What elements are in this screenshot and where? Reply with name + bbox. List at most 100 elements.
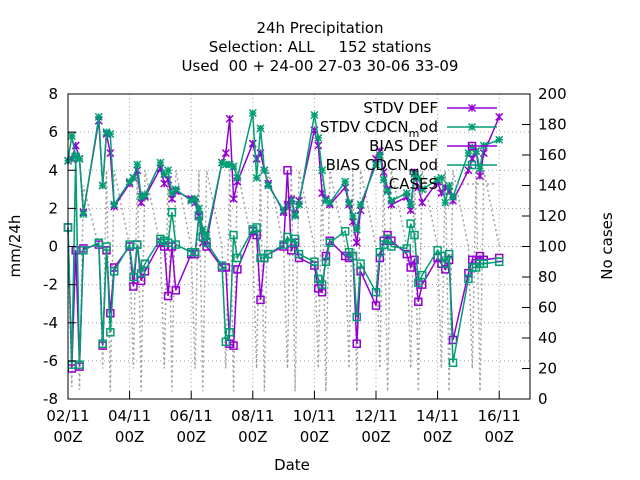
data-point [448,358,458,368]
data-point [348,251,358,261]
data-point [98,181,107,190]
data-point [198,225,207,234]
data-point [479,259,489,268]
x-tick-label-date: 14/11 [416,407,459,425]
data-point [283,166,292,175]
data-point [171,240,181,249]
legend-label: CASES [389,175,438,193]
x-tick-label-hour: 00Z [300,428,329,446]
data-point [325,198,334,207]
data-point [475,171,484,180]
data-point [352,238,361,247]
data-point [221,149,230,158]
x-axis-ticks: 02/11 00Z 04/11 00Z 06/11 00Z 08/11 00Z 10/11 00Z… [46,391,521,446]
x-tick-label-date: 02/11 [46,407,89,425]
data-point [283,202,292,211]
data-point [279,206,288,215]
y2-axis-ticks: 0 20 40 60 80 100 120 140 160 180 200 [522,85,567,408]
data-point [410,170,419,179]
y-tick-label: -4 [43,314,58,332]
x-tick-label-hour: 00Z [53,428,82,446]
chart-title-line-1: 24h Precipitation [256,19,383,37]
y2-tick-label: 0 [538,390,548,408]
data-point [406,219,415,228]
data-point [191,194,200,203]
data-point [472,147,481,156]
data-point [202,238,211,247]
x-tick-label-date: 12/11 [354,407,397,425]
data-point [137,192,146,201]
data-point [410,255,419,265]
data-point [229,230,238,240]
series-line [67,156,500,365]
data-point [294,200,304,209]
x-axis-label: Date [274,456,310,474]
legend-marker [467,160,477,170]
data-point [387,196,396,205]
y-tick-label: 4 [48,161,58,179]
data-point [379,168,388,177]
x-tick-label-date: 06/11 [170,407,213,425]
data-point [264,181,273,190]
data-point [102,128,111,137]
legend-marker [467,122,477,132]
x-tick-label-hour: 00Z [423,428,452,446]
data-point [133,160,142,169]
series-bias-def [63,166,504,373]
data-point [217,261,227,270]
chart-title-line-3: Used 00 + 24-00 27-03 30-06 33-09 [182,57,459,75]
data-point [109,267,119,276]
data-point [414,297,423,307]
data-point [67,131,76,140]
data-point [371,288,381,297]
data-point [441,198,450,207]
x-tick-label-hour: 00Z [485,428,514,446]
legend-label: STDV DEF [363,99,438,117]
data-point [167,207,177,217]
data-point [106,149,115,158]
data-point [345,198,354,207]
data-point [418,185,427,194]
data-point [448,192,458,201]
data-point [402,244,412,253]
data-point [190,247,200,257]
data-point [287,196,296,205]
data-point [125,177,134,186]
data-point [71,152,80,162]
data-point [321,257,331,266]
data-point [291,211,300,221]
y2-tick-label: 140 [538,177,567,195]
data-point [160,170,169,179]
data-point [110,200,119,209]
data-point [79,210,88,219]
data-point [417,270,427,280]
data-point [256,295,265,305]
data-point [314,133,323,142]
x-tick-label-hour: 00Z [238,428,267,446]
data-point [441,259,450,268]
data-point [225,114,234,123]
data-point [352,225,361,234]
chart-title-line-2: Selection: ALL 152 stations [209,38,432,56]
data-point [252,223,261,232]
data-point [225,160,234,169]
data-point [248,109,257,118]
x-tick-label-hour: 00Z [361,428,390,446]
data-point [325,238,335,247]
data-point [106,130,115,139]
y-tick-label: -8 [43,390,58,408]
data-point [402,189,411,198]
data-point [321,196,330,205]
data-point [233,265,242,274]
data-point [256,124,265,133]
y2-tick-label: 200 [538,85,567,103]
data-point [479,149,488,158]
data-point [140,191,150,200]
data-point [410,230,419,240]
data-point [187,196,196,205]
data-point [252,154,261,163]
legend-entry: STDV CDCNmod [320,118,497,140]
legend-entry: BIAS DEF [369,137,497,155]
data-point [75,360,84,369]
